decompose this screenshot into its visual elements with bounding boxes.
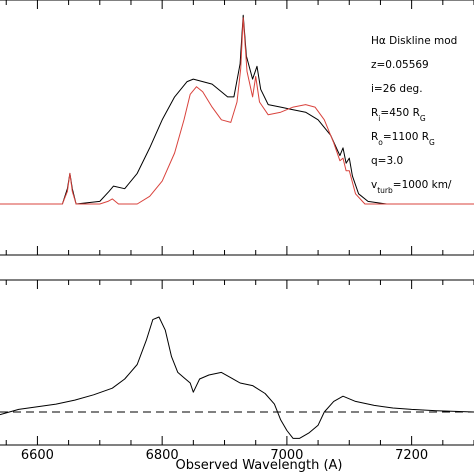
x-tick-labels: 6600 6800 7000 7200: [21, 448, 428, 463]
param-emissivity: q=3.0: [371, 155, 403, 167]
bottom-panel-ticks: [5, 280, 474, 445]
param-title: Hα Diskline mod: [371, 35, 457, 47]
residual-spectrum-line: [0, 316, 474, 439]
top-panel-ticks: [5, 0, 474, 255]
x-axis-label: Observed Wavelength (A): [176, 458, 343, 473]
param-inner-radius: Ri=450 RG: [371, 107, 426, 123]
diskline-model-line: [0, 17, 474, 205]
x-tick-label: 6600: [21, 448, 54, 463]
param-inclination: i=26 deg.: [371, 83, 423, 95]
x-tick-label: 6800: [146, 448, 179, 463]
x-tick-label: 7200: [395, 448, 428, 463]
model-parameters: Hα Diskline mod z=0.05569 i=26 deg. Ri=4…: [371, 35, 457, 195]
observed-spectrum-line: [0, 14, 474, 205]
param-redshift: z=0.05569: [371, 59, 429, 71]
x-tick-label: 7000: [270, 448, 303, 463]
top-panel: Hα Diskline mod z=0.05569 i=26 deg. Ri=4…: [0, 0, 474, 256]
param-outer-radius: Ro=1100 RG: [371, 131, 435, 147]
bottom-panel: 6600 6800 7000 7200 Observed Wavelength (A): [0, 279, 474, 473]
param-turbulence: vturb=1000 km/: [371, 179, 452, 195]
